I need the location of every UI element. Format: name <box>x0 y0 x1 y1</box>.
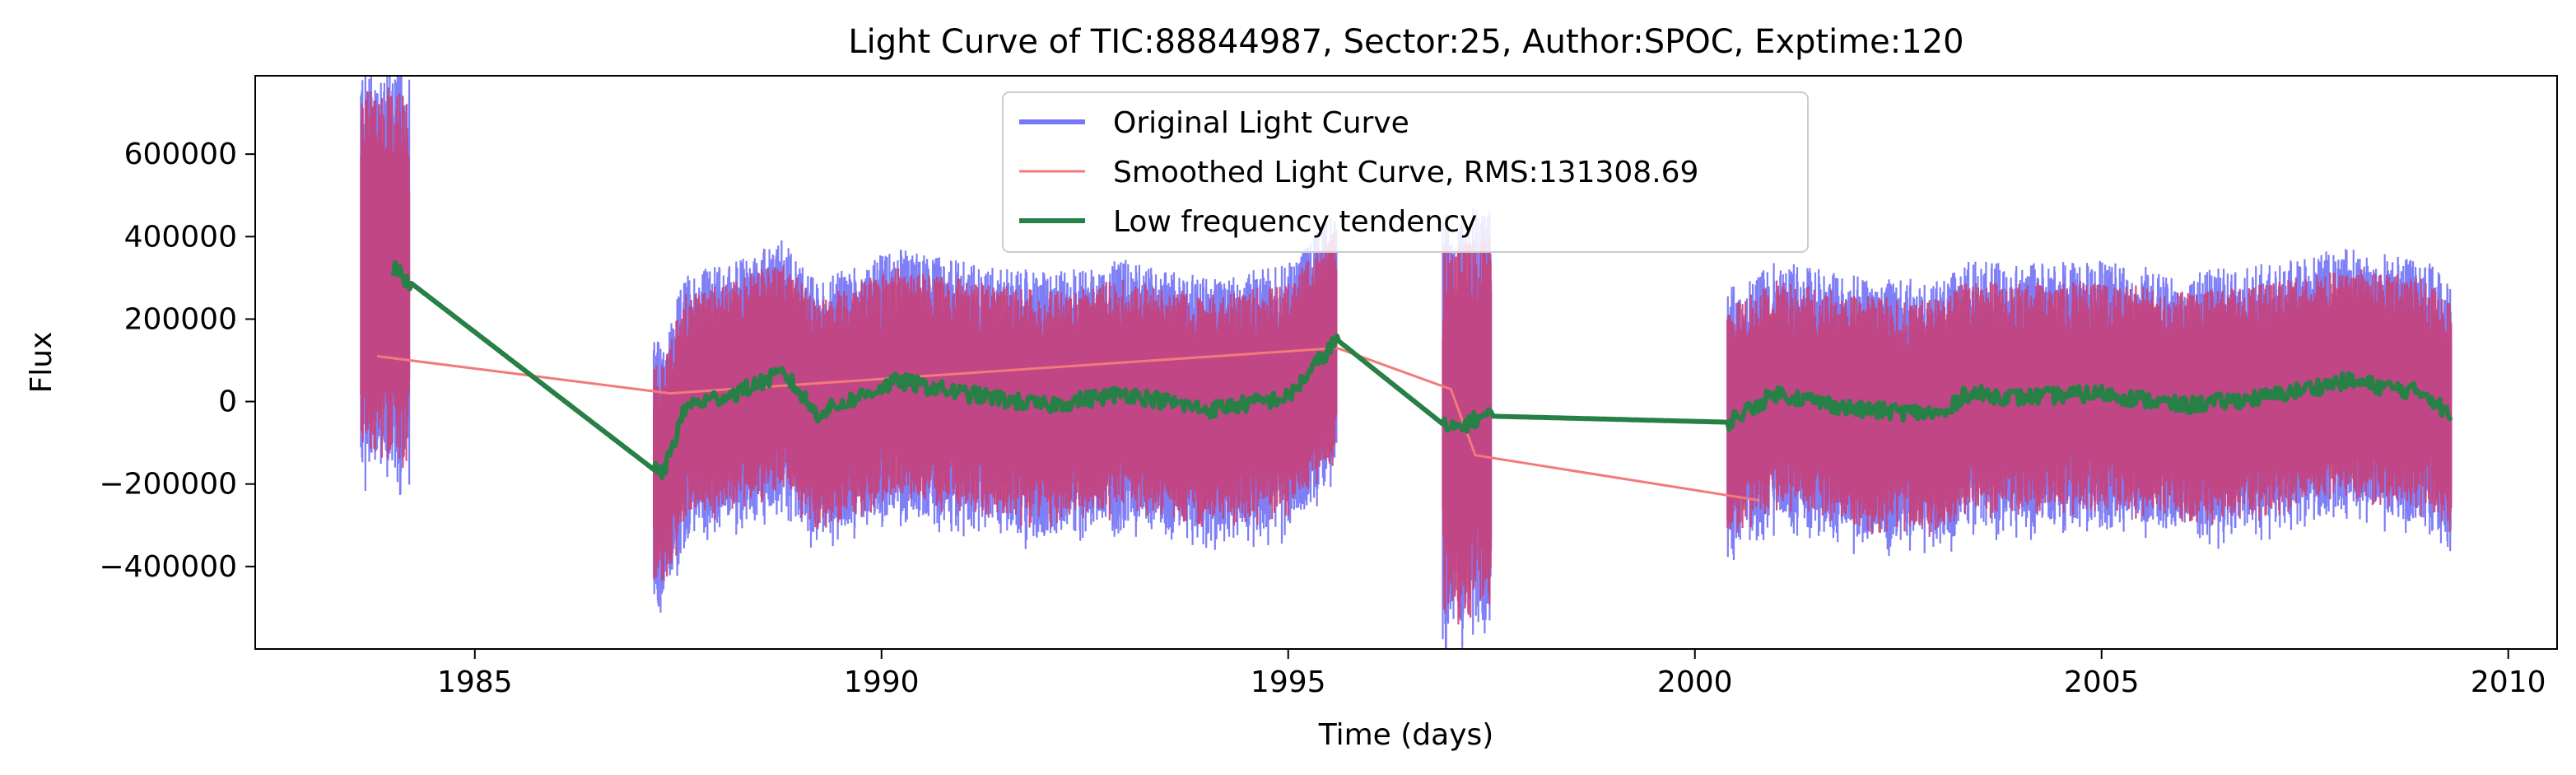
y-tick-label: −200000 <box>99 468 237 502</box>
legend-box <box>1002 91 1809 253</box>
legend-label-original: Original Light Curve <box>1113 106 1409 140</box>
x-tick-label: 2010 <box>2471 665 2546 699</box>
x-tick-label: 1990 <box>844 665 920 699</box>
smoothed-bridge-line <box>377 346 1761 502</box>
chart-title: Light Curve of TIC:88844987, Sector:25, … <box>848 23 1963 61</box>
plot-frame <box>254 75 2558 650</box>
smoothed-bridges <box>377 346 1761 502</box>
x-tick-label: 1985 <box>437 665 513 699</box>
trend-layer <box>391 260 2453 481</box>
legend-label-smoothed: Smoothed Light Curve, RMS:131308.69 <box>1113 156 1698 189</box>
y-tick-label: 0 <box>218 385 237 419</box>
legend-label-trend: Low frequency tendency <box>1113 205 1477 239</box>
y-tick-label: 600000 <box>124 138 237 171</box>
y-tick-label: 200000 <box>124 302 237 336</box>
x-axis-ticks: 1985 1990 1995 2000 2005 2010 <box>437 649 2546 699</box>
x-tick-label: 1995 <box>1251 665 1326 699</box>
x-tick-label: 2000 <box>1657 665 1733 699</box>
trend-line <box>391 260 2453 481</box>
y-axis-label: Flux <box>25 332 58 394</box>
x-tick-label: 2005 <box>2064 665 2140 699</box>
y-axis-ticks: −400000 −200000 0 200000 400000 600000 <box>99 138 255 584</box>
smoothed-band-0 <box>360 87 411 469</box>
y-tick-label: 400000 <box>124 220 237 254</box>
x-axis-label: Time (days) <box>1318 718 1494 752</box>
legend: Original Light Curve Smoothed Light Curv… <box>1002 91 1809 253</box>
y-tick-label: −400000 <box>99 550 237 584</box>
